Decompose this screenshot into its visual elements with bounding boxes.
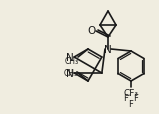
Text: F: F [129, 100, 133, 109]
Text: CH₃: CH₃ [65, 56, 79, 65]
Text: N: N [66, 53, 74, 62]
Text: CH₃: CH₃ [64, 68, 78, 77]
Text: F: F [124, 94, 128, 103]
Text: O: O [88, 26, 96, 36]
Text: N: N [104, 45, 112, 54]
Text: F: F [134, 94, 138, 103]
Text: N: N [66, 68, 74, 78]
Text: CF₃: CF₃ [124, 88, 138, 97]
